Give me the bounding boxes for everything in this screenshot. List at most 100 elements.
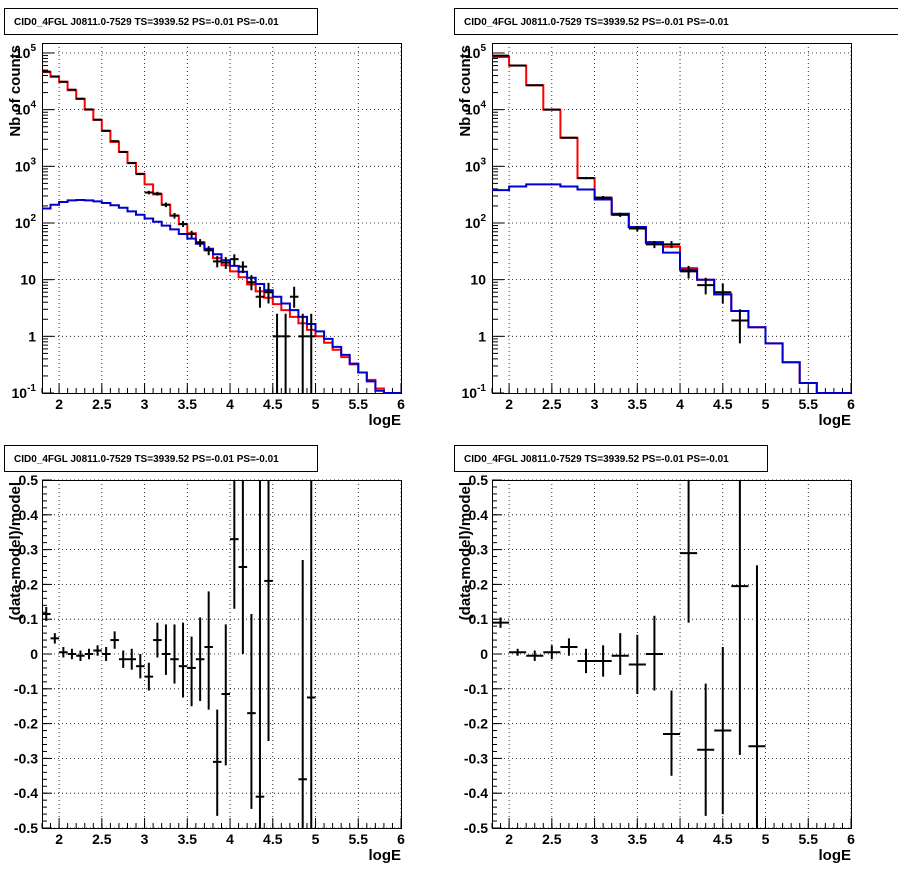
data-point — [161, 624, 171, 675]
data-point — [178, 622, 188, 698]
data-point — [110, 140, 119, 143]
residual-panel-1: CID0_4FGL J0811.0-7529 TS=3939.52 PS=-0.… — [4, 445, 405, 864]
y-tick-label: 0.3 — [19, 542, 39, 558]
y-axis-label: (data-model)/model — [7, 482, 24, 620]
y-tick-label: 0.2 — [19, 576, 39, 592]
data-points — [492, 480, 766, 828]
y-tick-label: -0.1 — [14, 681, 38, 697]
data-point — [255, 286, 265, 308]
data-point — [611, 212, 629, 217]
data-point — [187, 636, 196, 707]
data-point — [748, 565, 766, 828]
data-point — [560, 638, 578, 656]
y-tick-label: 102 — [465, 213, 487, 231]
data-point — [221, 257, 231, 269]
y-tick-label: 103 — [15, 156, 37, 174]
data-point — [264, 282, 273, 304]
data-point — [101, 647, 111, 661]
x-tick-label: 6 — [847, 831, 855, 847]
x-tick-label: 5 — [762, 831, 770, 847]
data-point — [136, 654, 145, 679]
model-histogram-1 — [42, 199, 401, 394]
x-tick-label: 2 — [505, 396, 513, 412]
data-points — [42, 70, 316, 393]
x-tick-label: 5.5 — [349, 831, 369, 847]
x-tick-label: 3.5 — [628, 831, 648, 847]
x-tick-label: 4 — [226, 396, 234, 412]
data-point — [509, 64, 527, 67]
title-frame — [4, 445, 318, 472]
y-tick-label: -0.4 — [14, 785, 38, 801]
data-point — [680, 265, 698, 279]
x-tick-label: 5 — [312, 831, 320, 847]
data-point — [509, 648, 527, 656]
data-point — [50, 75, 60, 78]
y-axis-label: Nb of counts — [457, 45, 474, 137]
data-point — [67, 88, 77, 91]
data-point — [67, 648, 77, 660]
y-tick-label: -0.4 — [464, 785, 488, 801]
y-tick-label: 10-1 — [462, 383, 487, 401]
data-point — [118, 150, 128, 153]
y-tick-label: 104 — [465, 100, 487, 118]
x-tick-label: 4.5 — [713, 831, 733, 847]
y-tick-label: 105 — [15, 43, 37, 61]
x-tick-label: 5.5 — [799, 396, 819, 412]
data-point — [178, 221, 188, 227]
x-tick-label: 2 — [55, 396, 63, 412]
x-tick-label: 2.5 — [542, 831, 562, 847]
data-point — [101, 129, 111, 132]
x-axis-label: logE — [369, 412, 402, 429]
data-point — [645, 615, 663, 691]
data-point — [127, 648, 137, 670]
data-point — [594, 645, 612, 677]
y-tick-label: 0.2 — [469, 576, 489, 592]
data-point — [272, 313, 282, 393]
y-tick-label: 1 — [478, 328, 486, 344]
x-tick-label: 4 — [676, 831, 684, 847]
x-tick-label: 4.5 — [263, 396, 283, 412]
data-point — [84, 108, 94, 111]
x-tick-label: 5 — [312, 396, 320, 412]
spectrum-panel-2: CID0_4FGL J0811.0-7529 TS=3939.52 PS=-0.… — [454, 8, 898, 429]
x-tick-label: 6 — [397, 831, 405, 847]
data-point — [110, 631, 119, 649]
data-point — [560, 136, 578, 139]
data-point — [127, 162, 137, 165]
y-tick-label: 10-1 — [12, 383, 37, 401]
data-point — [247, 275, 256, 291]
data-point — [255, 480, 265, 828]
y-tick-label: 0.4 — [469, 507, 489, 523]
model-histogram-0 — [492, 56, 851, 394]
data-point — [680, 480, 698, 623]
x-tick-label: 4 — [226, 831, 234, 847]
data-point — [298, 313, 307, 393]
data-point — [577, 176, 595, 180]
x-axis-label: logE — [369, 847, 402, 864]
y-tick-label: -0.2 — [14, 716, 38, 732]
plot-frame — [42, 480, 402, 829]
data-point — [264, 480, 273, 741]
title-frame — [454, 445, 768, 472]
data-point — [662, 690, 681, 776]
grid-lines — [42, 43, 402, 393]
x-tick-label: 5.5 — [349, 396, 369, 412]
data-point — [187, 230, 196, 238]
data-point — [247, 613, 256, 809]
data-point — [144, 662, 154, 691]
data-point — [543, 108, 561, 111]
data-points — [42, 480, 316, 828]
y-axis-label: Nb of counts — [7, 45, 24, 137]
data-point — [306, 480, 316, 828]
x-tick-label: 6 — [397, 396, 405, 412]
x-tick-label: 5 — [762, 396, 770, 412]
data-point — [230, 480, 239, 609]
x-tick-label: 2 — [505, 831, 513, 847]
data-point — [662, 241, 681, 249]
y-tick-label: -0.3 — [14, 750, 38, 766]
data-point — [221, 624, 231, 766]
data-point — [42, 607, 51, 621]
data-point — [195, 617, 205, 701]
data-point — [714, 283, 732, 304]
